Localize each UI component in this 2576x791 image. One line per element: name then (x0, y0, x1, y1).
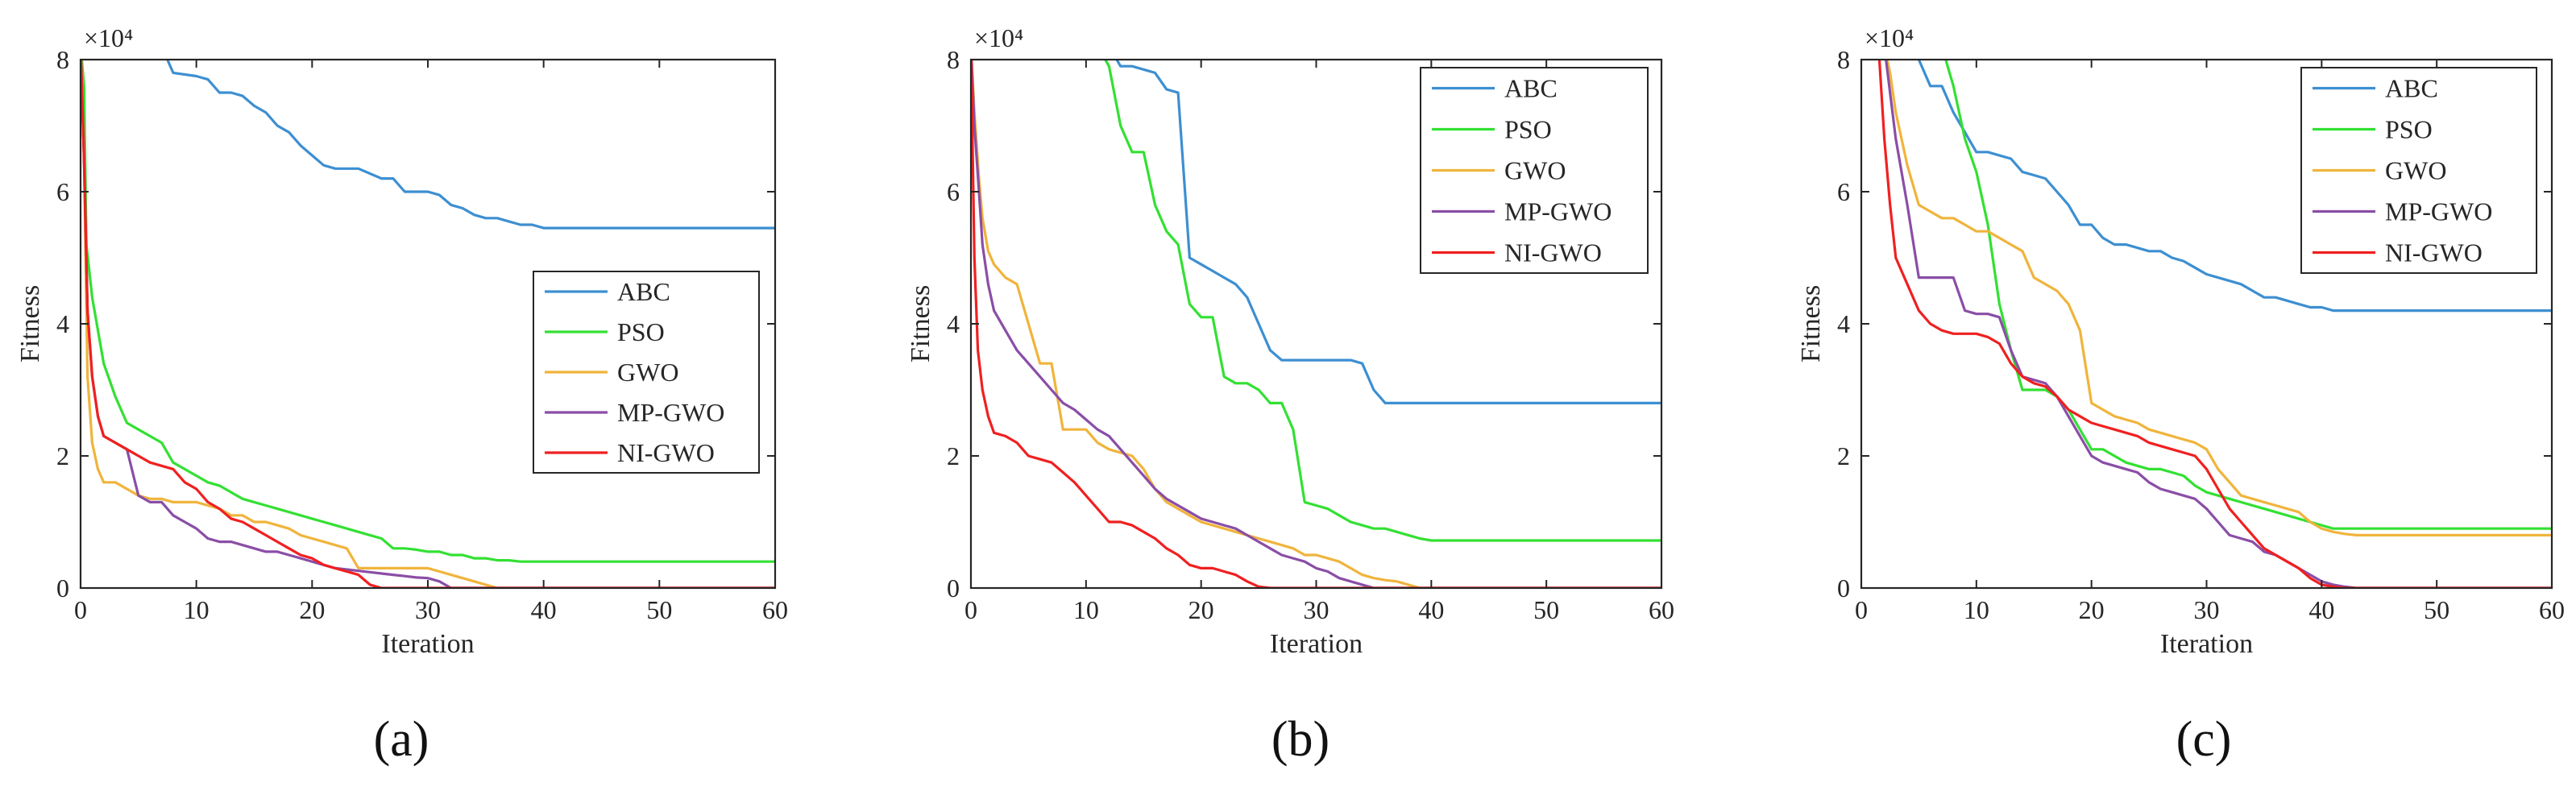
legend-entry-abc: ABC (617, 277, 670, 306)
chart-panel-2: 0 10 20 30 40 50 60 0 2 4 6 8 ×10⁴ Iteration Fitness AB… (906, 23, 1674, 767)
y-tick-label: 4 (56, 309, 69, 338)
chart-panel-1: 0 10 20 30 40 50 60 0 2 4 6 8 ×10⁴ Iteration Fitness AB… (15, 23, 788, 767)
legend-entry-mp-gwo: MP-GWO (1504, 197, 1612, 226)
legend-entry-gwo: GWO (617, 358, 678, 387)
chart-panel-3: 0 10 20 30 40 50 60 0 2 4 6 8 ×10⁴ Iteration Fitness AB… (1796, 23, 2565, 767)
legend-entry-gwo: GWO (1504, 156, 1566, 185)
x-tick-label: 50 (2424, 595, 2449, 624)
y-tick-label: 8 (1837, 45, 1850, 74)
series-line-pso (81, 60, 775, 563)
x-tick-label: 60 (2539, 595, 2565, 624)
x-tick-label: 0 (74, 595, 87, 624)
legend-entry-abc: ABC (1504, 74, 1558, 103)
x-axis-label: Iteration (2160, 629, 2253, 659)
y-axis-label: Fitness (15, 285, 45, 362)
series-line-gwo (81, 60, 775, 588)
series-line-mp-gwo (971, 60, 1661, 588)
series-line-abc (1115, 60, 1661, 404)
x-tick-label: 30 (1304, 595, 1329, 624)
panel-label: (a) (374, 712, 429, 767)
x-tick-label: 40 (1418, 595, 1444, 624)
panel-label: (b) (1271, 712, 1329, 767)
x-tick-label: 40 (2308, 595, 2334, 624)
y-tick-label: 8 (947, 45, 960, 74)
y-tick-label: 4 (947, 309, 960, 338)
legend-entry-ni-gwo: NI-GWO (2385, 238, 2483, 267)
panel-label: (c) (2176, 712, 2232, 767)
y-tick-label: 6 (1837, 177, 1850, 206)
legend-entry-ni-gwo: NI-GWO (617, 438, 715, 467)
legend-entry-abc: ABC (2385, 74, 2438, 103)
y-tick-label: 2 (947, 441, 960, 470)
y-tick-label: 6 (947, 177, 960, 206)
x-tick-label: 30 (2194, 595, 2220, 624)
legend-entry-pso: PSO (2385, 115, 2433, 144)
y-exponent-label: ×10⁴ (974, 23, 1023, 52)
series-line-ni-gwo (1877, 60, 2552, 588)
y-tick-label: 0 (947, 574, 960, 603)
x-tick-label: 20 (1188, 595, 1214, 624)
series-line-pso (1103, 60, 1661, 542)
legend-entry-mp-gwo: MP-GWO (2385, 197, 2492, 226)
x-tick-label: 40 (531, 595, 557, 624)
legend: ABC PSO GWO MP-GWO NI-GWO (2300, 67, 2537, 274)
y-axis-label: Fitness (1796, 285, 1826, 362)
series-line-gwo (971, 60, 1661, 588)
legend: ABC PSO GWO MP-GWO NI-GWO (533, 271, 760, 474)
y-tick-label: 0 (56, 574, 69, 603)
y-tick-label: 2 (56, 441, 69, 470)
x-tick-label: 10 (1073, 595, 1099, 624)
x-tick-label: 60 (1649, 595, 1674, 624)
x-axis-label: Iteration (381, 629, 474, 659)
x-tick-label: 10 (1964, 595, 1989, 624)
y-tick-label: 8 (56, 45, 69, 74)
x-tick-label: 0 (1855, 595, 1868, 624)
x-tick-label: 50 (1533, 595, 1559, 624)
y-axis-label: Fitness (906, 285, 935, 362)
y-exponent-label: ×10⁴ (1865, 23, 1914, 52)
y-tick-label: 0 (1837, 574, 1850, 603)
x-tick-label: 60 (762, 595, 788, 624)
series-line-ni-gwo (81, 60, 775, 588)
series-line-abc (1917, 60, 2552, 313)
legend-entry-pso: PSO (1504, 115, 1552, 144)
legend-entry-pso: PSO (617, 317, 665, 346)
y-tick-label: 4 (1837, 309, 1850, 338)
legend-entry-mp-gwo: MP-GWO (617, 398, 724, 427)
x-tick-label: 50 (646, 595, 672, 624)
series-line-gwo (1885, 60, 2552, 537)
y-tick-label: 6 (56, 177, 69, 206)
x-tick-label: 0 (964, 595, 977, 624)
x-tick-label: 30 (415, 595, 441, 624)
x-tick-label: 20 (2079, 595, 2105, 624)
legend-entry-gwo: GWO (2385, 156, 2446, 185)
y-tick-label: 2 (1837, 441, 1850, 470)
series-line-ni-gwo (971, 60, 1661, 588)
y-exponent-label: ×10⁴ (84, 23, 133, 52)
legend: ABC PSO GWO MP-GWO NI-GWO (1420, 67, 1649, 274)
x-tick-label: 10 (184, 595, 209, 624)
x-tick-label: 20 (299, 595, 325, 624)
series-line-abc (166, 60, 775, 230)
legend-entry-ni-gwo: NI-GWO (1504, 238, 1602, 267)
x-axis-label: Iteration (1270, 629, 1363, 659)
